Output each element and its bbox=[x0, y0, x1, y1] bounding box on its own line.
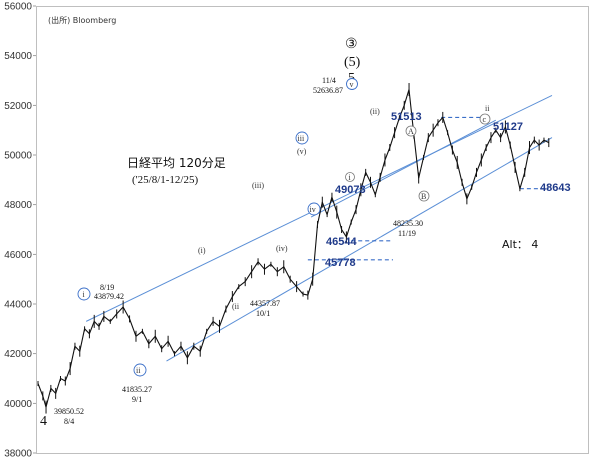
low-wave-label: 4 bbox=[40, 414, 47, 429]
plot-frame bbox=[36, 6, 589, 454]
wave-b-label: B bbox=[421, 192, 426, 201]
level-lines bbox=[307, 116, 549, 261]
wave-i-circle bbox=[77, 287, 91, 301]
channel-lines bbox=[85, 94, 553, 362]
wave-c-label: c bbox=[483, 115, 487, 124]
nov19-value-label: 48235.30 bbox=[393, 219, 423, 228]
point-i-date-label: 8/19 bbox=[100, 283, 114, 292]
wave-b-circle bbox=[418, 190, 430, 202]
point-ii-date-label: 9/1 bbox=[132, 395, 142, 404]
wave-iii-label: iii bbox=[298, 134, 305, 143]
y-tick-label-2: 42000 bbox=[4, 349, 32, 360]
level-46544-label: 46544 bbox=[326, 236, 357, 248]
peak-date-label: 11/4 bbox=[322, 76, 336, 85]
low-value-label: 39850.52 bbox=[54, 407, 84, 416]
chart-subtitle: ('25/8/1-12/25) bbox=[132, 174, 198, 186]
wave-a-circle bbox=[405, 125, 417, 137]
price-series bbox=[37, 83, 550, 414]
sub-wave-ii-date-label: 10/1 bbox=[256, 309, 270, 318]
bigwave-top-label: ③ bbox=[345, 37, 358, 52]
chart-title: 日経平均 120分足 bbox=[127, 156, 226, 170]
wave-iv-label: iv bbox=[310, 205, 316, 214]
sub-wave-v-label: (v) bbox=[297, 147, 307, 156]
wave-ii-label: ii bbox=[136, 366, 141, 375]
price-line bbox=[37, 88, 550, 408]
y-tick-label-7: 52000 bbox=[4, 101, 32, 112]
sub-wave-i-label: (i) bbox=[198, 246, 206, 255]
bigwave-mid-label: (5) bbox=[344, 55, 361, 70]
level-51127-label: 51127 bbox=[493, 121, 523, 133]
wave-ii-circle bbox=[133, 363, 147, 377]
point-ii-value-label: 41835.27 bbox=[122, 385, 152, 394]
level-48643-label: 48643 bbox=[540, 182, 571, 194]
sub-wave-iv-label: (iv) bbox=[276, 244, 288, 253]
y-axis-ticks: 38000 40000 42000 44000 46000 48000 50000 52000… bbox=[4, 2, 36, 460]
y-tick-label-9: 56000 bbox=[4, 2, 32, 13]
alt-label: Alt： 4 bbox=[502, 238, 538, 251]
y-tick-label-3: 44000 bbox=[4, 300, 32, 311]
y-tick-label-4: 46000 bbox=[4, 250, 32, 261]
y-tick-label-0: 38000 bbox=[4, 449, 32, 460]
wave-c-circle bbox=[479, 113, 491, 125]
source-label: (出所) Bloomberg bbox=[48, 15, 116, 25]
sub-wave-iii-label: (iii) bbox=[252, 181, 264, 190]
channel-line-1 bbox=[166, 137, 553, 362]
low-date-label: 8/4 bbox=[64, 417, 74, 426]
wave-v-circle bbox=[346, 78, 358, 90]
nov19-date-label: 11/19 bbox=[398, 229, 416, 238]
level-45778-label: 45778 bbox=[325, 257, 356, 269]
y-tick-label-8: 54000 bbox=[4, 51, 32, 62]
level-49073-label: 49073 bbox=[335, 184, 366, 196]
y-tick-label-5: 48000 bbox=[4, 200, 32, 211]
wave-a-label: A bbox=[408, 127, 414, 136]
small-i-circle bbox=[345, 172, 355, 182]
point-i-value-label: 43879.42 bbox=[94, 292, 124, 301]
wave-i-label: i bbox=[83, 290, 86, 299]
peak-value-label: 52636.87 bbox=[313, 86, 343, 95]
y-tick-label-6: 50000 bbox=[4, 151, 32, 162]
wave-iii-circle bbox=[295, 131, 309, 145]
small-i-label: i bbox=[349, 173, 352, 182]
level-51513-label: 51513 bbox=[391, 111, 422, 123]
channel-line-2 bbox=[310, 119, 497, 218]
wave-iv-circle bbox=[307, 202, 321, 216]
sub-wave-ii-label: (ii bbox=[232, 302, 240, 311]
wave-v-label: v bbox=[350, 80, 354, 89]
small-ii-label: (ii) bbox=[370, 107, 380, 116]
roman-ii-label: ii bbox=[485, 104, 490, 113]
y-tick-label-1: 40000 bbox=[4, 399, 32, 410]
sub-wave-ii-value-label: 44357.87 bbox=[250, 299, 280, 308]
